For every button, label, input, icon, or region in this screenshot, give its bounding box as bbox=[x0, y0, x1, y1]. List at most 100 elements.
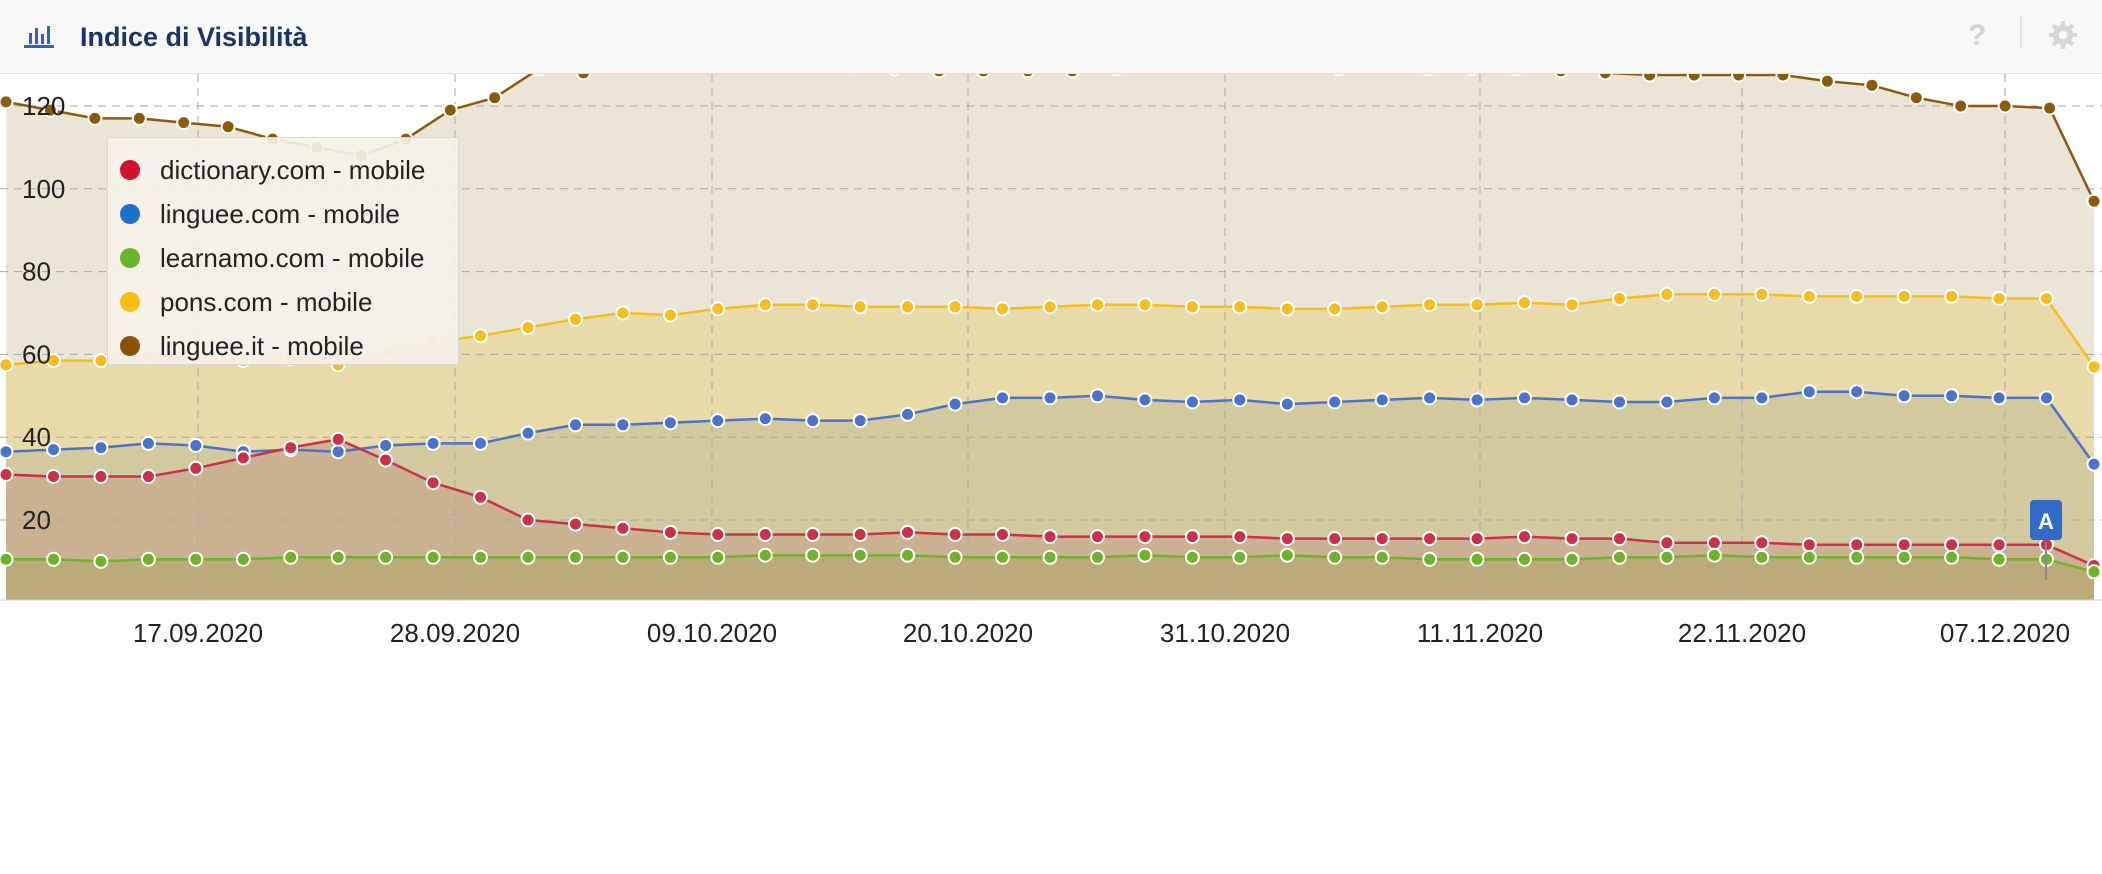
data-point bbox=[93, 353, 109, 369]
data-point bbox=[1754, 390, 1770, 406]
data-point bbox=[710, 413, 726, 429]
gear-icon[interactable] bbox=[2048, 20, 2078, 50]
data-point bbox=[1801, 288, 1817, 304]
data-point bbox=[1944, 288, 1960, 304]
bar-chart-icon bbox=[24, 26, 54, 48]
data-point bbox=[615, 549, 631, 565]
data-point bbox=[1706, 547, 1722, 563]
data-point bbox=[995, 301, 1010, 317]
annotation-marker bbox=[2030, 500, 2062, 540]
data-point bbox=[1232, 299, 1248, 315]
chart-legend: dictionary.com - mobile linguee.com - mob… bbox=[107, 137, 459, 365]
data-point bbox=[1864, 77, 1880, 93]
legend-item[interactable]: linguee.it - mobile bbox=[120, 324, 458, 368]
data-point bbox=[0, 94, 14, 110]
data-point bbox=[710, 527, 726, 542]
data-point bbox=[947, 527, 963, 542]
data-point bbox=[1706, 535, 1722, 551]
data-point bbox=[1374, 392, 1390, 408]
data-point bbox=[1564, 531, 1580, 547]
legend-item[interactable]: learnamo.com - mobile bbox=[120, 236, 458, 280]
data-point bbox=[140, 469, 156, 484]
data-point bbox=[2086, 193, 2102, 209]
legend-item[interactable]: pons.com - mobile bbox=[120, 280, 458, 324]
data-point bbox=[1801, 549, 1817, 565]
data-point bbox=[2086, 564, 2102, 580]
legend-item[interactable]: linguee.com - mobile bbox=[120, 192, 458, 236]
data-point bbox=[1597, 74, 1613, 81]
data-point bbox=[1754, 286, 1770, 302]
data-point bbox=[947, 396, 963, 412]
data-point bbox=[1642, 74, 1658, 83]
data-point bbox=[1564, 392, 1580, 408]
data-point bbox=[1422, 531, 1438, 547]
data-point bbox=[1659, 394, 1675, 410]
data-point bbox=[1849, 384, 1865, 400]
data-point bbox=[1042, 390, 1058, 406]
data-point bbox=[1137, 529, 1153, 545]
data-point bbox=[1944, 549, 1960, 565]
data-point bbox=[1659, 286, 1675, 302]
data-point bbox=[1333, 74, 1345, 77]
data-point bbox=[0, 551, 14, 567]
data-point bbox=[235, 450, 251, 466]
data-point bbox=[1801, 537, 1817, 553]
data-point bbox=[1469, 551, 1485, 567]
data-point bbox=[0, 467, 14, 482]
data-point bbox=[1991, 291, 2007, 306]
data-point bbox=[487, 90, 503, 106]
data-point bbox=[1953, 98, 1969, 114]
data-point bbox=[1422, 297, 1438, 313]
data-point bbox=[1184, 549, 1200, 565]
data-point bbox=[1991, 551, 2007, 567]
data-point bbox=[995, 527, 1010, 542]
data-point bbox=[568, 516, 583, 532]
data-point bbox=[900, 406, 916, 422]
data-point bbox=[131, 110, 147, 126]
data-point bbox=[473, 549, 488, 565]
data-point bbox=[757, 527, 773, 542]
data-point bbox=[1279, 531, 1295, 547]
data-point bbox=[1137, 547, 1153, 563]
legend-item[interactable]: dictionary.com - mobile bbox=[120, 148, 458, 192]
data-point bbox=[615, 520, 631, 536]
data-point bbox=[46, 551, 61, 567]
help-icon[interactable]: ? bbox=[1968, 19, 1987, 52]
data-point bbox=[188, 551, 204, 567]
data-point bbox=[1327, 531, 1343, 547]
data-point bbox=[1184, 529, 1200, 545]
data-point bbox=[93, 553, 109, 569]
data-point bbox=[1090, 388, 1105, 404]
legend-label: linguee.it - mobile bbox=[160, 330, 364, 361]
data-point bbox=[140, 551, 156, 567]
data-point bbox=[1021, 74, 1035, 79]
data-point bbox=[1327, 394, 1343, 410]
data-point bbox=[1466, 74, 1478, 77]
data-point bbox=[1612, 291, 1627, 306]
data-point bbox=[1706, 286, 1722, 302]
data-point bbox=[520, 425, 536, 441]
annotation-label: A bbox=[2038, 509, 2054, 534]
data-point bbox=[757, 297, 773, 313]
legend-label: linguee.com - mobile bbox=[160, 198, 400, 229]
data-point bbox=[662, 549, 678, 565]
data-point bbox=[520, 549, 536, 565]
data-point bbox=[1944, 537, 1960, 553]
data-point bbox=[889, 74, 900, 77]
legend-swatch bbox=[120, 160, 140, 180]
data-point bbox=[1090, 529, 1105, 545]
data-point bbox=[1908, 90, 1924, 106]
data-point bbox=[378, 549, 394, 565]
data-point bbox=[1612, 531, 1627, 547]
data-point bbox=[93, 440, 109, 456]
data-point bbox=[1232, 529, 1248, 545]
data-point bbox=[1819, 74, 1835, 89]
data-point bbox=[2086, 359, 2102, 375]
data-point bbox=[805, 297, 821, 313]
legend-swatch bbox=[120, 204, 140, 224]
legend-swatch bbox=[120, 336, 140, 356]
data-point bbox=[1659, 535, 1675, 551]
data-point bbox=[378, 452, 394, 468]
data-point bbox=[662, 415, 678, 431]
data-point bbox=[710, 301, 726, 317]
